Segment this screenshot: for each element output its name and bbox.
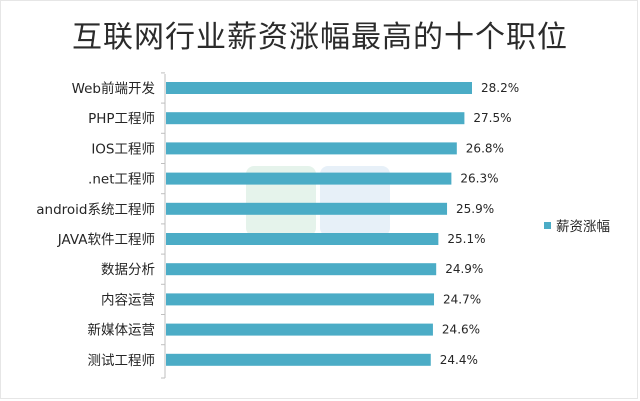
category-label: Web前端开发 bbox=[72, 80, 156, 97]
bar bbox=[166, 263, 437, 276]
category-label: 新媒体运营 bbox=[88, 323, 156, 339]
data-label: 25.1% bbox=[447, 232, 485, 246]
category-label: 内容运营 bbox=[101, 291, 155, 308]
legend-label: 薪资涨幅 bbox=[556, 219, 610, 235]
category-label: PHP工程师 bbox=[88, 111, 155, 127]
bar bbox=[166, 112, 465, 125]
category-label: IOS工程师 bbox=[91, 141, 155, 157]
bar bbox=[166, 82, 472, 94]
category-label: 测试工程师 bbox=[88, 353, 156, 369]
bar bbox=[166, 202, 448, 215]
legend-swatch bbox=[544, 222, 551, 229]
category-label: JAVA软件工程师 bbox=[57, 232, 155, 248]
data-label: 26.8% bbox=[466, 141, 504, 155]
bar bbox=[166, 293, 435, 306]
bar bbox=[166, 142, 457, 155]
category-label: 数据分析 bbox=[101, 262, 155, 278]
bar bbox=[166, 172, 452, 185]
data-label: 24.6% bbox=[442, 323, 480, 337]
bar bbox=[166, 233, 439, 245]
chart-title: 互联网行业薪资涨幅最高的十个职位 bbox=[72, 20, 568, 55]
data-label: 24.4% bbox=[440, 353, 478, 367]
data-label: 28.2% bbox=[481, 81, 519, 95]
category-label: android系统工程师 bbox=[36, 202, 155, 218]
bar bbox=[166, 353, 431, 366]
data-label: 26.3% bbox=[460, 172, 498, 186]
data-label: 25.9% bbox=[456, 202, 494, 216]
category-label: .net工程师 bbox=[88, 172, 155, 188]
bar bbox=[166, 323, 433, 336]
data-label: 27.5% bbox=[473, 111, 511, 125]
data-label: 24.7% bbox=[443, 292, 481, 306]
data-label: 24.9% bbox=[445, 262, 483, 276]
